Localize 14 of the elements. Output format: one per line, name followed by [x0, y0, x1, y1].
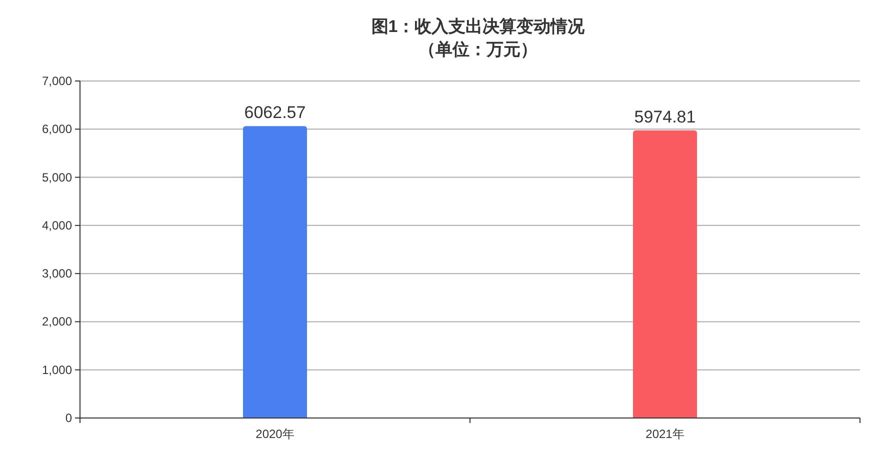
y-tick-label: 4,000 [42, 218, 72, 232]
y-tick-label: 0 [65, 411, 72, 425]
y-tick-label: 2,000 [42, 314, 72, 329]
y-tick-label: 7,000 [42, 74, 72, 88]
y-tick-label: 1,000 [42, 362, 72, 377]
data-label: 5974.81 [634, 107, 696, 126]
y-tick-label: 6,000 [42, 122, 72, 136]
data-label: 6062.57 [244, 103, 306, 122]
chart-subtitle: （单位：万元） [418, 40, 538, 59]
y-tick-label: 3,000 [42, 266, 72, 281]
chart-title: 图1：收入支出决算变动情况 [371, 17, 586, 36]
y-tick-label: 5,000 [42, 170, 72, 184]
x-tick-label: 2021年 [646, 427, 684, 441]
x-tick-label: 2020年 [256, 427, 294, 441]
